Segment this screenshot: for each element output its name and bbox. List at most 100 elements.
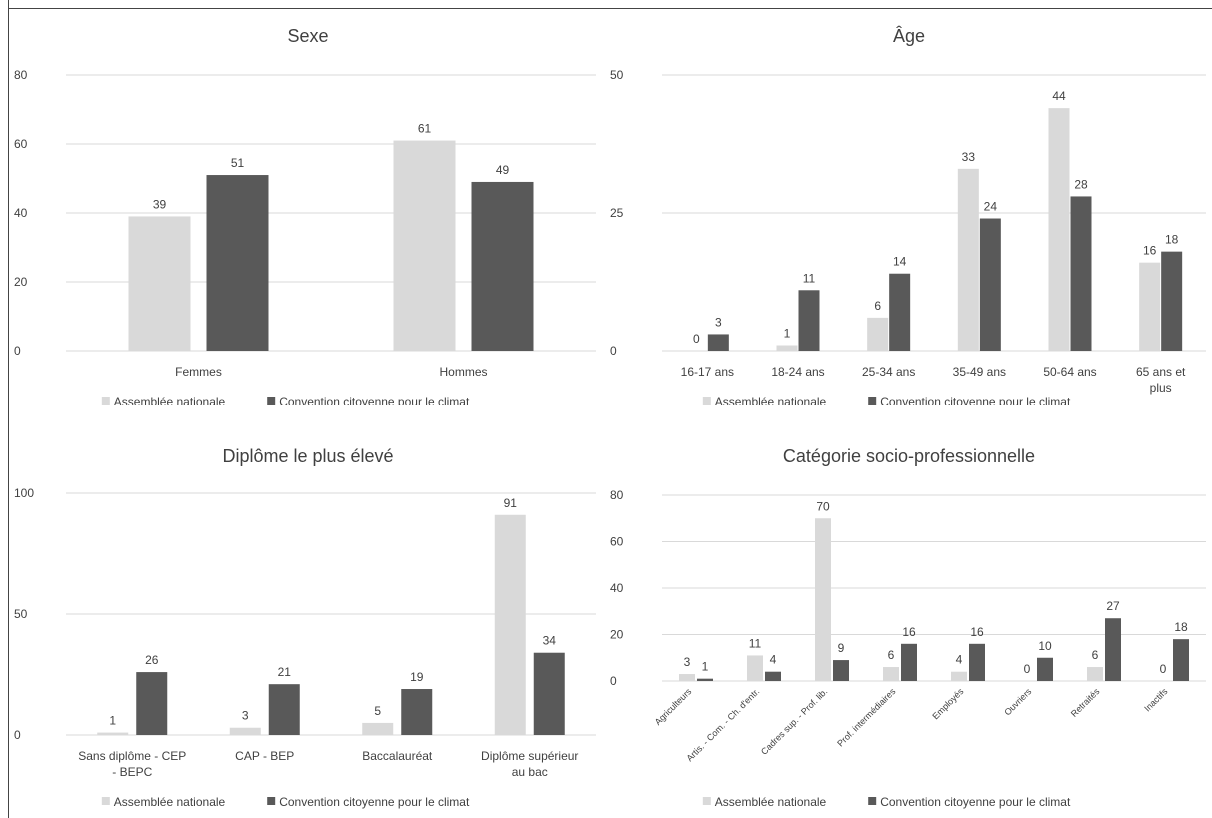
csp-legend-swatch-assemblee (702, 797, 711, 805)
sexe-legend-swatch-convention (267, 397, 276, 405)
csp-category-label: Prof. intermédiaires (835, 686, 898, 749)
age-category-label: 35-49 ans (953, 365, 1006, 379)
diplome-bar-assemblee (362, 722, 394, 735)
csp-bar-assemblee (747, 655, 763, 681)
age-category-label: 16-17 ans (681, 365, 734, 379)
csp-title: Catégorie socio-professionnelle (783, 446, 1035, 466)
csp-data-label: 0 (1024, 662, 1031, 676)
sexe-data-label: 51 (231, 156, 245, 170)
diplome-category-label: Sans diplôme - CEP - BEPC (78, 749, 186, 779)
csp-bar-assemblee (883, 667, 899, 681)
age-data-label: 33 (962, 150, 976, 164)
diplome-category-label-line: - BEPC (112, 765, 152, 779)
diplome-data-label: 21 (278, 665, 292, 679)
csp-data-label: 70 (816, 499, 830, 513)
diplome-y-tick-label: 50 (14, 607, 28, 621)
sexe-bar-assemblee (393, 140, 456, 351)
diplome-category-label: Diplôme supérieur au bac (481, 749, 578, 779)
csp-data-label: 18 (1174, 620, 1188, 634)
sexe-category-label: Hommes (439, 365, 487, 379)
age-data-label: 1 (784, 326, 791, 340)
csp-data-label: 16 (970, 625, 984, 639)
sexe-legend-label: Assemblée nationale (114, 395, 226, 405)
sexe-data-label: 49 (496, 163, 510, 177)
diplome-data-label: 3 (242, 709, 249, 723)
sexe-y-tick-label: 60 (14, 137, 28, 151)
sexe-legend-label: Convention citoyenne pour le climat (279, 395, 470, 405)
csp-bar-assemblee (951, 671, 967, 681)
age-category-label-line: 65 ans et (1136, 365, 1186, 379)
diplome-category-label: Baccalauréat (362, 749, 433, 763)
csp-bar-convention (765, 671, 781, 681)
sexe-y-tick-label: 80 (14, 68, 28, 82)
csp-data-label: 4 (956, 653, 963, 667)
csp-data-label: 9 (838, 641, 845, 655)
csp-data-label: 11 (749, 636, 762, 650)
age-bar-convention (1161, 251, 1183, 351)
age-category-label: 50-64 ans (1043, 365, 1096, 379)
sexe-data-label: 61 (418, 122, 432, 136)
age-legend-swatch-convention (868, 397, 877, 405)
csp-y-tick-label: 0 (610, 674, 617, 688)
csp-y-tick-label: 40 (610, 581, 624, 595)
age-bar-convention (707, 334, 729, 351)
age-data-label: 16 (1143, 244, 1157, 258)
csp-bar-convention (833, 660, 849, 681)
sexe-y-tick-label: 20 (14, 275, 28, 289)
age-data-label: 44 (1052, 89, 1066, 103)
sexe-data-label: 39 (153, 197, 167, 211)
csp-bar-convention (969, 643, 985, 681)
age-category-label: 18-24 ans (771, 365, 824, 379)
csp-y-tick-label: 80 (610, 488, 624, 502)
age-bar-assemblee (1139, 262, 1161, 351)
age-data-label: 24 (984, 200, 998, 214)
diplome-legend-swatch-convention (267, 797, 276, 805)
age-legend-label: Assemblée nationale (715, 395, 827, 405)
sexe-category-label: Femmes (175, 365, 222, 379)
chart-panel-sexe: Sexe 0 20 40 60 80 39 51 Femmes 61 49 Hommes Assembl… (14, 26, 596, 405)
diplome-bar-assemblee (97, 732, 129, 735)
sexe-bar-convention (471, 181, 534, 351)
age-bar-convention (979, 218, 1001, 351)
age-category-label: 25-34 ans (862, 365, 915, 379)
frame-border-left (8, 0, 9, 818)
sexe-title: Sexe (287, 26, 328, 46)
diplome-data-label: 26 (145, 653, 159, 667)
csp-category-label: Inactifs (1142, 686, 1170, 714)
age-data-label: 11 (803, 271, 816, 285)
diplome-data-label: 1 (109, 714, 116, 728)
csp-data-label: 1 (702, 660, 709, 674)
csp-data-label: 0 (1160, 662, 1167, 676)
age-legend-label: Convention citoyenne pour le climat (880, 395, 1071, 405)
csp-legend-label: Convention citoyenne pour le climat (880, 795, 1071, 809)
diplome-data-label: 34 (543, 634, 557, 648)
diplome-bar-convention (401, 689, 433, 735)
age-title: Âge (893, 26, 925, 46)
sexe-y-tick-label: 0 (14, 344, 21, 358)
diplome-data-label: 5 (374, 704, 381, 718)
csp-bar-assemblee (815, 518, 831, 681)
csp-bar-convention (1173, 639, 1189, 681)
age-data-label: 3 (715, 315, 722, 329)
csp-y-tick-label: 20 (610, 628, 624, 642)
diplome-data-label: 91 (504, 496, 518, 510)
csp-data-label: 3 (684, 655, 691, 669)
csp-legend-label: Assemblée nationale (715, 795, 827, 809)
chart-panel-diplome: Diplôme le plus élevé 0 50 100 1 26 Sans diplô… (14, 446, 596, 809)
diplome-category-label-line: Sans diplôme - CEP (78, 749, 186, 763)
sexe-y-tick-label: 40 (14, 206, 28, 220)
diplome-y-tick-label: 100 (14, 486, 34, 500)
csp-bar-convention (697, 678, 713, 681)
diplome-y-tick-label: 0 (14, 728, 21, 742)
age-category-label-line: plus (1150, 381, 1172, 395)
age-category-label: 65 ans et plus (1136, 365, 1186, 395)
age-bar-assemblee (776, 345, 798, 351)
csp-category-label: Cadres sup. - Prof. lib. (759, 686, 829, 756)
csp-bar-convention (1105, 618, 1121, 681)
diplome-data-label: 19 (410, 670, 424, 684)
diplome-category-label-line: au bac (512, 765, 548, 779)
age-data-label: 14 (893, 255, 907, 269)
diplome-category-label: CAP - BEP (235, 749, 294, 763)
diplome-bar-convention (268, 684, 300, 735)
age-bar-assemblee (1048, 108, 1070, 352)
